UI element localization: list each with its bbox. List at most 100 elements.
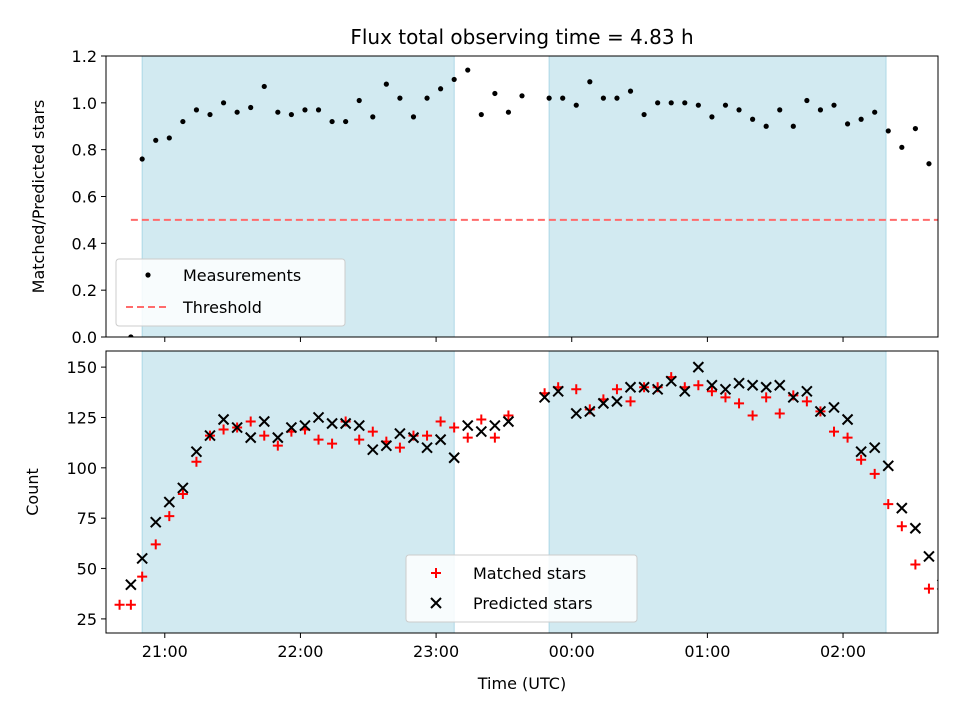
y-tick-label: 1.0	[72, 94, 97, 113]
predicted-star-point	[150, 516, 162, 528]
legend-label-predicted: Predicted stars	[473, 594, 593, 613]
matched-star-point	[327, 438, 338, 449]
predicted-star-point	[538, 391, 551, 404]
measurement-point	[844, 121, 851, 127]
predicted-star-point	[814, 405, 827, 418]
matched-star-point	[449, 422, 460, 433]
measurement-point	[926, 161, 932, 167]
predicted-star-point	[611, 395, 623, 408]
legend-box	[405, 554, 638, 623]
predicted-star-point	[448, 452, 460, 464]
legend-label-matched: Matched stars	[473, 564, 586, 583]
measurement-point	[940, 168, 945, 173]
measurement-point	[804, 97, 810, 104]
predicted-star-point	[651, 383, 664, 395]
predicted-star-point	[421, 441, 433, 454]
predicted-star-point	[502, 415, 515, 428]
measurement-point	[275, 109, 281, 115]
measurement-point	[261, 83, 267, 90]
measurement-point	[858, 116, 864, 122]
measurement-point	[438, 86, 444, 92]
predicted-star-point	[679, 385, 691, 397]
y-tick-label: 150	[66, 358, 97, 377]
measurement-point	[695, 102, 701, 108]
measurement-point	[763, 123, 769, 129]
measurement-point	[207, 111, 213, 118]
y-tick-label: 1.2	[72, 47, 97, 66]
matched-star-point	[611, 384, 622, 395]
predicted-star-point	[570, 407, 582, 420]
measurement-point	[668, 100, 674, 106]
predicted-star-point	[624, 381, 637, 393]
predicted-star-point	[462, 419, 474, 432]
predicted-star-point	[353, 419, 365, 432]
measurement-point	[777, 107, 783, 113]
matched-star-point	[218, 424, 229, 435]
measurement-point	[614, 95, 620, 101]
predicted-star-point	[801, 385, 813, 397]
panel-1: 0.0 0.2 0.4 0.6 0.8 1.0 1.2 Flux total observin…	[29, 25, 945, 347]
x-tick-label: 00:00	[549, 642, 595, 661]
measurement-point	[397, 95, 403, 101]
predicted-star-point	[407, 431, 420, 444]
measurement-point	[682, 100, 688, 106]
predicted-star-point	[190, 446, 203, 458]
predicted-star-point	[733, 377, 745, 389]
predicted-star-point	[217, 413, 230, 426]
legend-label-measurements: Measurements	[183, 266, 301, 285]
predicted-star-point	[760, 381, 772, 393]
y-tick-label: 0.4	[72, 234, 97, 253]
measurement-point	[139, 156, 145, 162]
predicted-star-point	[936, 579, 938, 591]
matched-star-point	[150, 539, 161, 550]
y-tick-label: 0.8	[72, 141, 97, 160]
measurement-point	[709, 114, 715, 120]
plot-area	[114, 361, 938, 622]
measurement-point	[451, 76, 457, 83]
predicted-star-point	[258, 415, 270, 428]
measurement-point	[383, 81, 389, 87]
predicted-star-point	[638, 381, 650, 393]
predicted-star-point	[204, 429, 216, 442]
matched-star-point	[774, 408, 785, 419]
x-tick-label: 23:00	[413, 642, 459, 661]
measurement-point	[302, 107, 308, 113]
matched-star-point	[125, 599, 136, 610]
predicted-star-point	[326, 417, 338, 430]
matched-star-point	[856, 454, 867, 465]
predicted-star-point	[706, 379, 718, 391]
measurement-point	[817, 107, 824, 113]
matched-star-point	[706, 386, 717, 397]
measurement-point	[424, 95, 430, 101]
matched-star-point	[747, 410, 758, 421]
predicted-star-point	[489, 419, 501, 432]
measurement-point	[343, 118, 349, 125]
predicted-star-point	[868, 441, 881, 454]
matched-star-point	[734, 398, 745, 409]
measurement-point	[899, 144, 905, 150]
measurement-point	[370, 114, 376, 120]
matched-star-point	[367, 426, 378, 437]
y-tick-label: 125	[66, 408, 97, 427]
measurement-point	[655, 100, 661, 106]
predicted-star-point	[475, 425, 488, 438]
measurement-point	[193, 107, 200, 113]
y-tick-label: 0.0	[72, 328, 97, 347]
y-tick-label: 0.6	[72, 188, 97, 207]
predicted-star-point	[787, 391, 800, 404]
measurement-point	[722, 102, 729, 108]
matched-star-point	[137, 571, 148, 582]
matched-star-point	[394, 442, 405, 453]
matched-star-point	[164, 511, 175, 522]
predicted-star-point	[882, 460, 894, 472]
matched-star-point	[435, 416, 446, 427]
predicted-star-point	[597, 397, 610, 410]
predicted-star-point	[434, 433, 447, 446]
predicted-star-point	[177, 482, 189, 494]
measurement-point	[641, 111, 647, 118]
y-tick-label: 0.2	[72, 281, 97, 300]
predicted-star-point	[923, 550, 935, 563]
predicted-star-point	[828, 401, 840, 414]
measurement-point	[790, 123, 796, 129]
predicted-star-point	[163, 496, 176, 508]
